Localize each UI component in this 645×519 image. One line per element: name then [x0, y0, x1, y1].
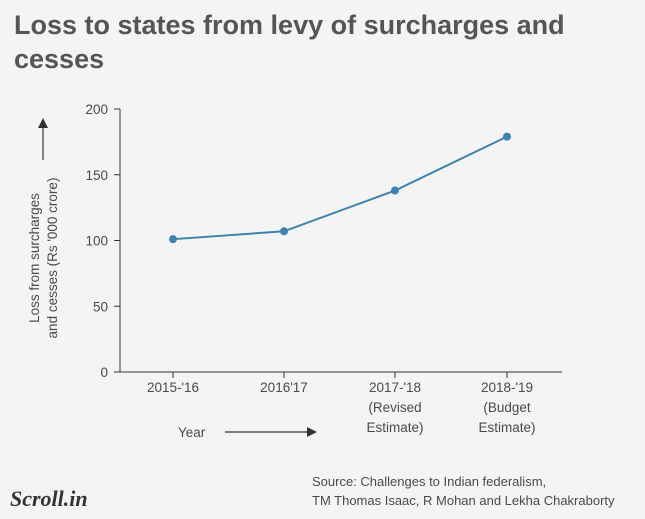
source-line-2: TM Thomas Isaac, R Mohan and Lekha Chakr…	[312, 493, 615, 508]
data-point	[280, 227, 288, 236]
source-line-1: Source: Challenges to Indian federalism,	[312, 474, 547, 489]
y-axis-title: Loss from surcharges and cesses (Rs '000 …	[27, 118, 60, 338]
y-tick-label: 200	[85, 102, 108, 117]
axes	[119, 109, 562, 373]
chart-title: Loss to states from levy of surcharges a…	[14, 10, 565, 74]
x-axis-title-text: Year	[178, 425, 206, 440]
x-tick-label: (Revised	[368, 400, 421, 415]
x-tick-label: 2016'17	[260, 380, 308, 395]
x-tick-label: 2015-'16	[147, 380, 199, 395]
y-tick-label: 50	[93, 299, 108, 314]
y-axis-title-line: Loss from surcharges	[27, 193, 42, 323]
series	[169, 132, 511, 244]
x-arrow-head	[307, 427, 317, 437]
data-point	[503, 132, 511, 141]
x-tick-label: Estimate)	[478, 420, 535, 435]
scroll-logo: Scroll.in	[10, 486, 88, 511]
x-axis-title: Year	[178, 425, 317, 440]
x-tick-label: 2017-'18	[369, 380, 421, 395]
data-point	[169, 235, 177, 244]
x-tick-label: 2018-'19	[481, 380, 533, 395]
y-tick-label: 100	[85, 234, 108, 249]
y-tick-label: 0	[100, 365, 108, 380]
series-line	[172, 135, 508, 241]
data-point	[391, 186, 399, 195]
y-tick-label: 150	[85, 168, 108, 183]
x-tick-label: (Budget	[483, 400, 531, 415]
x-ticks: 2015-'16 2016'17 2017-'18 (Revised Estimate)…	[147, 372, 536, 435]
y-axis-title-line: and cesses (Rs '000 crore)	[45, 178, 60, 339]
x-tick-label: Estimate)	[366, 420, 423, 435]
y-arrow-head	[38, 118, 48, 128]
y-axis-title-group: Loss from surcharges and cesses (Rs '000 …	[27, 178, 60, 339]
y-ticks: 0 50 100 150 200	[85, 102, 120, 380]
source-note: Source: Challenges to Indian federalism,…	[312, 472, 615, 510]
